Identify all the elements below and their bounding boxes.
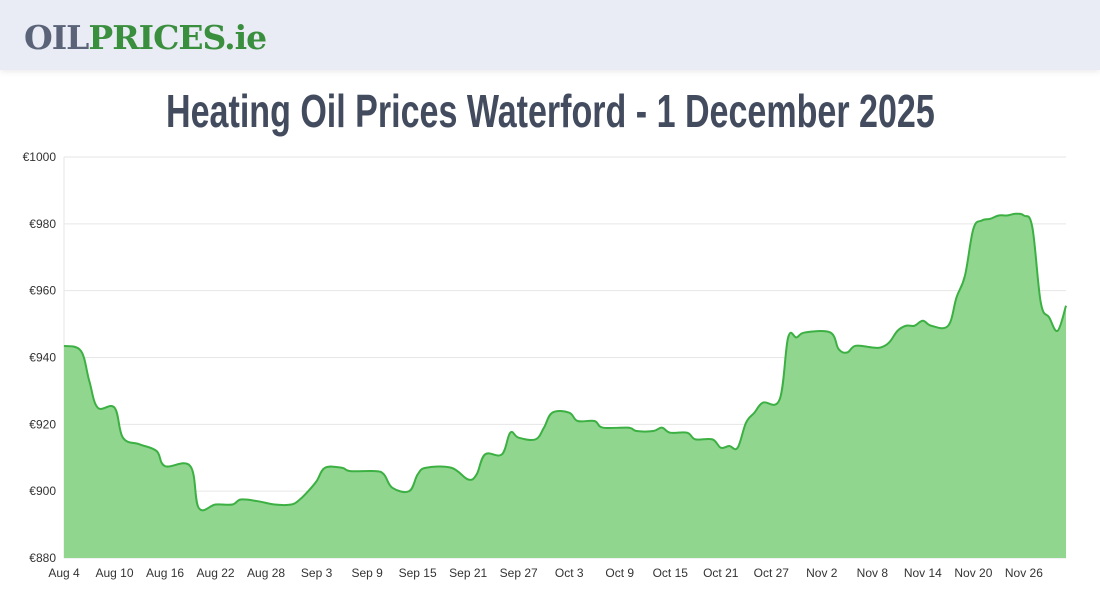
x-tick-label: Nov 2 (806, 566, 838, 580)
x-tick-label: Nov 20 (954, 566, 992, 580)
x-tick-label: Nov 26 (1005, 566, 1043, 580)
page-title: Heating Oil Prices Waterford - 1 Decembe… (0, 84, 1100, 138)
price-line (63, 212, 1067, 512)
price-area-fill (64, 213, 1066, 558)
x-tick-label: Oct 9 (605, 566, 634, 580)
x-tick-label: Oct 3 (555, 566, 584, 580)
x-tick-label: Sep 27 (500, 566, 538, 580)
x-tick-label: Nov 14 (904, 566, 942, 580)
x-tick-label: Aug 28 (247, 566, 285, 580)
x-tick-label: Aug 4 (48, 566, 80, 580)
x-tick-label: Aug 16 (146, 566, 184, 580)
x-tick-label: Oct 15 (653, 566, 689, 580)
x-tick-label: Oct 21 (703, 566, 739, 580)
x-tick-label: Aug 10 (95, 566, 133, 580)
logo-text-oil: OIL (24, 18, 89, 57)
y-tick-label: €880 (29, 551, 56, 565)
y-tick-label: €1000 (23, 150, 57, 164)
logo-text-prices: PRICES.ie (88, 18, 267, 57)
x-tick-label: Nov 8 (857, 566, 889, 580)
y-tick-label: €980 (29, 217, 56, 231)
site-header: OILPRICES.ie (0, 0, 1100, 70)
site-logo[interactable]: OILPRICES.ie (24, 18, 267, 58)
x-tick-label: Sep 15 (399, 566, 437, 580)
x-tick-label: Oct 27 (754, 566, 790, 580)
x-tick-label: Aug 22 (197, 566, 235, 580)
y-tick-label: €900 (29, 484, 56, 498)
x-tick-label: Sep 21 (449, 566, 487, 580)
x-tick-label: Sep 9 (351, 566, 383, 580)
chart-title: Heating Oil Prices Waterford - 1 Decembe… (165, 85, 935, 137)
y-tick-label: €920 (29, 417, 56, 431)
y-tick-label: €960 (29, 284, 56, 298)
x-tick-label: Sep 3 (301, 566, 333, 580)
y-tick-label: €940 (29, 351, 56, 365)
